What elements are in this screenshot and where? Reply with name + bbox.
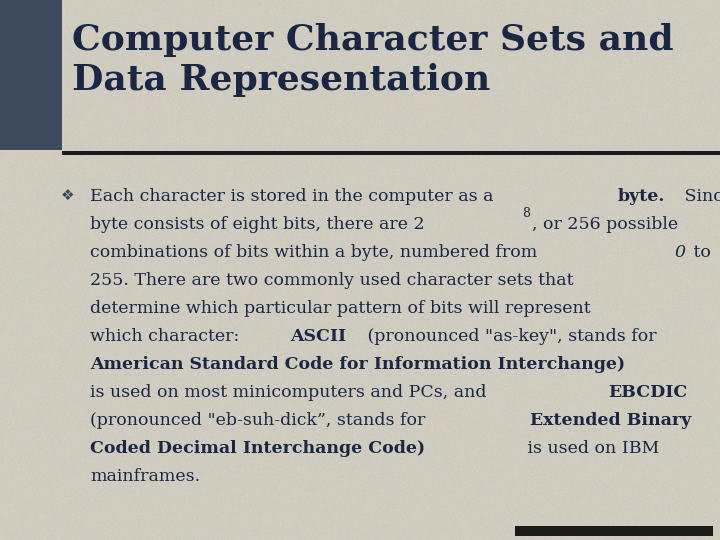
Text: Extended Binary: Extended Binary: [530, 412, 691, 429]
Text: 0: 0: [674, 244, 685, 261]
Text: American Standard Code for Information Interchange): American Standard Code for Information I…: [90, 356, 625, 373]
Text: byte.: byte.: [618, 188, 665, 205]
Text: determine which particular pattern of bits will represent: determine which particular pattern of bi…: [90, 300, 590, 317]
Text: Each character is stored in the computer as a: Each character is stored in the computer…: [90, 188, 499, 205]
Text: to: to: [688, 244, 711, 261]
Text: is used on IBM: is used on IBM: [523, 440, 660, 457]
Text: ❖: ❖: [61, 188, 75, 203]
Text: 255. There are two commonly used character sets that: 255. There are two commonly used charact…: [90, 272, 574, 289]
Text: , or 256 possible: , or 256 possible: [532, 216, 678, 233]
Text: is used on most minicomputers and PCs, and: is used on most minicomputers and PCs, a…: [90, 384, 492, 401]
Text: EBCDIC: EBCDIC: [608, 384, 688, 401]
Text: Data Representation: Data Representation: [72, 63, 490, 97]
Text: ASCII: ASCII: [289, 328, 346, 345]
Text: Coded Decimal Interchange Code): Coded Decimal Interchange Code): [90, 440, 425, 457]
Text: byte consists of eight bits, there are 2: byte consists of eight bits, there are 2: [90, 216, 425, 233]
Text: mainframes.: mainframes.: [90, 468, 200, 485]
Text: Since a: Since a: [679, 188, 720, 205]
Text: (pronounced "as-key", stands for: (pronounced "as-key", stands for: [362, 328, 657, 345]
Text: combinations of bits within a byte, numbered from: combinations of bits within a byte, numb…: [90, 244, 543, 261]
Text: Computer Character Sets and: Computer Character Sets and: [72, 23, 674, 57]
Text: which character:: which character:: [90, 328, 245, 345]
Text: (pronounced "eb-suh-dick”, stands for: (pronounced "eb-suh-dick”, stands for: [90, 412, 431, 429]
Bar: [515, 526, 713, 536]
Bar: [0, 0, 62, 150]
Text: 8: 8: [522, 207, 530, 220]
Bar: [62, 151, 720, 155]
